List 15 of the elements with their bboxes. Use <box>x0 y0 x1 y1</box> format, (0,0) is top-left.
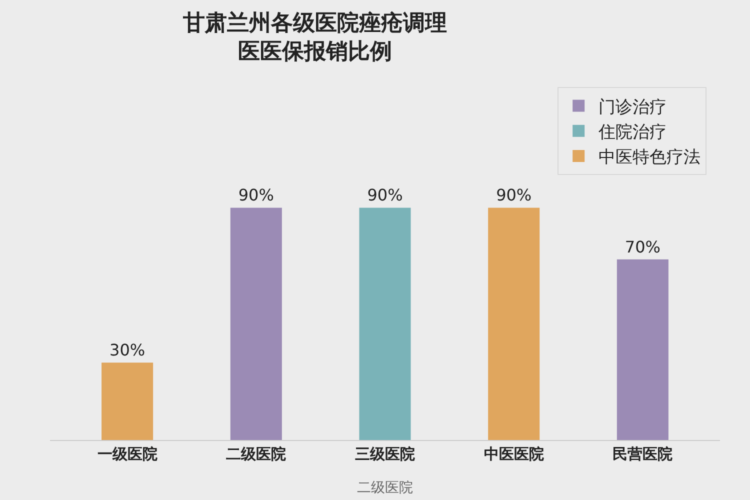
data-label: 90% <box>238 186 274 205</box>
chart-title: 甘肃兰州各级医院痤疮调理医医保报销比例 <box>182 10 447 65</box>
legend-label: 门诊治疗 <box>598 97 667 118</box>
data-label: 90% <box>496 186 532 205</box>
data-label: 90% <box>367 186 403 205</box>
data-label: 70% <box>624 237 660 256</box>
x-tick-label: 中医医院 <box>484 445 544 463</box>
x-tick-label: 一级医院 <box>97 445 158 463</box>
x-axis-title: 二级医院 <box>357 480 413 496</box>
x-tick-label: 三级医院 <box>355 445 415 463</box>
data-label: 30% <box>110 340 146 360</box>
x-tick-label: 民营医院 <box>612 445 673 463</box>
x-tick-label: 二级医院 <box>226 445 286 463</box>
legend-label: 中医特色疗法 <box>598 148 701 168</box>
legend-label: 住院治疗 <box>598 122 667 142</box>
